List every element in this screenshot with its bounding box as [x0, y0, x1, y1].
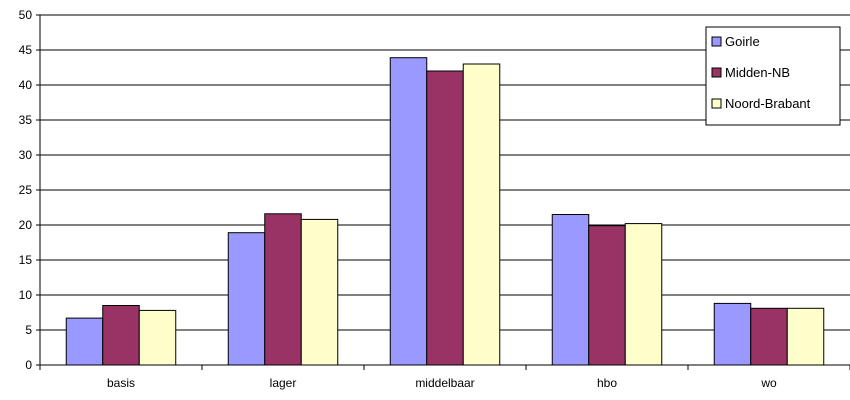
bar-wo-midden-nb — [750, 307, 788, 366]
y-tick-label: 5 — [25, 323, 32, 337]
y-tick-label: 30 — [19, 148, 33, 162]
y-tick-label: 10 — [19, 288, 33, 302]
x-tick-label: hbo — [597, 376, 617, 390]
y-tick-label: 25 — [19, 183, 33, 197]
bar-middelbaar-midden-nb — [426, 70, 464, 366]
y-tick-label: 35 — [19, 113, 33, 127]
legend-label-goirle: Goirle — [725, 34, 760, 49]
bar-hbo-goirle — [551, 214, 590, 366]
x-axis-ticks: basis lager middelbaar hbo wo — [39, 365, 850, 390]
y-tick-label: 20 — [19, 218, 33, 232]
bar-basis-goirle — [65, 317, 104, 366]
x-tick-label: wo — [760, 376, 777, 390]
y-tick-label: 50 — [19, 8, 33, 22]
bars — [65, 57, 825, 366]
x-tick-label: basis — [107, 376, 135, 390]
bar-wo-noord-brabant — [786, 307, 825, 366]
legend-label-midden-nb: Midden-NB — [725, 65, 790, 80]
y-axis-ticks: 0 5 10 15 20 25 30 35 40 45 50 — [19, 8, 40, 372]
bar-basis-noord-brabant — [138, 309, 177, 366]
y-tick-label: 0 — [25, 358, 32, 372]
bar-wo-goirle — [713, 302, 752, 366]
x-tick-label: middelbaar — [415, 376, 474, 390]
bar-lager-goirle — [227, 232, 266, 366]
legend-swatch-midden-nb — [711, 67, 722, 78]
bar-lager-noord-brabant — [300, 218, 339, 366]
legend-swatch-noord-brabant — [711, 98, 722, 109]
y-tick-label: 45 — [19, 43, 33, 57]
legend-swatch-goirle — [711, 36, 722, 47]
bar-middelbaar-noord-brabant — [462, 63, 501, 366]
bar-lager-midden-nb — [264, 213, 302, 366]
legend: Goirle Midden-NB Noord-Brabant — [705, 26, 841, 126]
y-tick-label: 40 — [19, 78, 33, 92]
bar-hbo-noord-brabant — [624, 223, 663, 366]
legend-label-noord-brabant: Noord-Brabant — [725, 96, 811, 111]
bar-hbo-midden-nb — [588, 225, 626, 366]
y-tick-label: 15 — [19, 253, 33, 267]
bar-basis-midden-nb — [102, 305, 140, 366]
x-tick-label: lager — [270, 376, 297, 390]
legend-box — [705, 26, 841, 126]
bar-middelbaar-goirle — [389, 57, 428, 366]
